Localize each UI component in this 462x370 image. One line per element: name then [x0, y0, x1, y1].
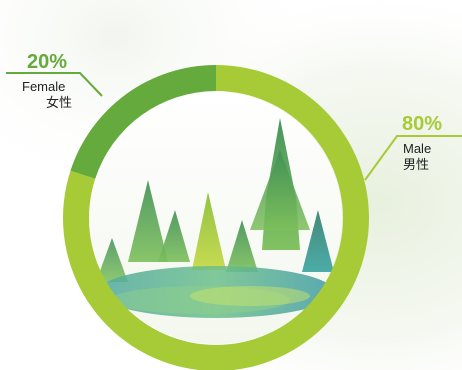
male-leader-line: [364, 135, 462, 181]
donut-slice-female: [70, 65, 217, 179]
female-label: Female: [22, 79, 66, 94]
female-percentage: 20%: [27, 51, 68, 73]
male-label-zh: 男性: [403, 158, 430, 173]
female-leader-line: [6, 72, 103, 97]
male-label: Male: [403, 141, 432, 156]
forest-illustration: [90, 92, 342, 344]
female-label-zh: 女性: [46, 96, 73, 111]
male-percentage: 80%: [402, 113, 443, 135]
